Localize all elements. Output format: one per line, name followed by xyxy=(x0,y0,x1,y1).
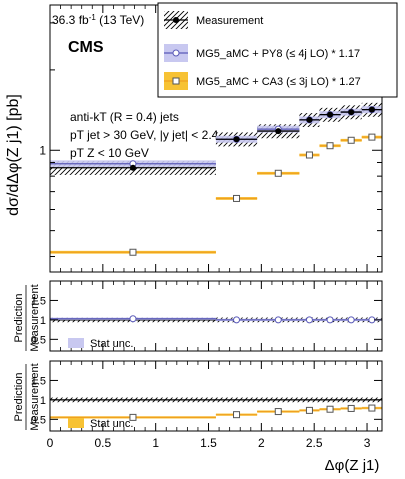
ratio-point xyxy=(233,316,241,324)
legend-entry-measurement: Measurement xyxy=(164,11,263,29)
x-tick-label: 1 xyxy=(152,436,159,450)
x-tick-label: 1.5 xyxy=(200,436,217,450)
ca3-point xyxy=(305,151,313,159)
ratio-1-band-swatch xyxy=(68,338,84,348)
ratio-point xyxy=(129,413,137,421)
measurement-point xyxy=(368,106,375,113)
ratio-y-tick-label: 1 xyxy=(40,395,46,407)
ratio-point xyxy=(305,316,313,324)
legend-frame xyxy=(157,2,398,98)
ratio-2-band-swatch xyxy=(68,418,84,428)
legend-label-measurement: Measurement xyxy=(196,15,263,27)
legend-entry-py8: MG5_aMC + PY8 (≤ 4j LO) * 1.17 xyxy=(164,44,360,62)
experiment-label: CMS xyxy=(68,39,104,56)
selection-line-jet-cuts: pT jet > 30 GeV, |y jet| < 2.4 xyxy=(70,128,219,142)
legend-label-ca3: MG5_aMC + CA3 (≤ 3j LO) * 1.27 xyxy=(196,76,361,88)
x-tick-label: 3 xyxy=(364,436,371,450)
ca3-point xyxy=(233,194,241,202)
measurement-point xyxy=(327,111,334,118)
y-axis-label: dσ/dΔφ(Z j1) [pb] xyxy=(5,94,22,216)
ratio-y-tick-label: 1.5 xyxy=(31,295,46,307)
x-tick-label: 0.5 xyxy=(94,436,111,450)
ratio-1-ylabel-bottom: Measurement xyxy=(29,284,41,351)
ratio-2-ylabel-top: Prediction xyxy=(13,373,25,422)
legend: Measurement MG5_aMC + PY8 (≤ 4j LO) * 1.… xyxy=(157,2,398,98)
ratio-point xyxy=(129,315,137,323)
ratio-y-tick-label: 0.5 xyxy=(31,334,46,346)
lumi-label: 36.3 fb-1 (13 TeV) xyxy=(52,13,144,27)
ratio-point xyxy=(233,411,241,419)
selection-line-z-cut: pT Z < 10 GeV xyxy=(70,146,149,160)
ratio-panel-frame xyxy=(49,280,383,352)
ca3-point xyxy=(274,169,282,177)
ratio-point xyxy=(326,316,334,324)
ratio-2-ylabel-bottom: Measurement xyxy=(29,363,41,430)
legend-py8-marker xyxy=(172,49,180,57)
ca3-point xyxy=(347,136,355,144)
ratio-y-tick-label: 0.5 xyxy=(31,414,46,426)
selection-line-jets: anti-kT (R = 0.4) jets xyxy=(70,110,179,124)
ratio-panel-2-labels: Prediction Measurement Stat unc. xyxy=(13,363,133,430)
ratio-1-band-label: Stat unc. xyxy=(90,338,133,350)
legend-ca3-marker xyxy=(172,77,180,85)
ratio-point xyxy=(326,405,334,413)
ratio-point xyxy=(274,408,282,416)
ratio-point xyxy=(347,316,355,324)
ratio-point xyxy=(368,316,376,324)
measurement-point xyxy=(275,128,282,135)
ratio-point xyxy=(305,406,313,414)
measurement-point xyxy=(348,109,355,116)
ratio-panel-1-labels: Prediction Measurement Stat unc. xyxy=(13,284,133,351)
ca3-point xyxy=(129,248,137,256)
main-y-tick-label: 1 xyxy=(39,143,46,157)
ratio-point xyxy=(347,404,355,412)
ca3-point xyxy=(326,142,334,150)
ratio-y-tick-label: 1 xyxy=(40,315,46,327)
measurement-point xyxy=(233,136,240,143)
measurement-point xyxy=(306,116,313,123)
legend-entry-ca3: MG5_aMC + CA3 (≤ 3j LO) * 1.27 xyxy=(164,72,361,90)
legend-label-py8: MG5_aMC + PY8 (≤ 4j LO) * 1.17 xyxy=(196,48,360,60)
ratio-panel-frame xyxy=(49,360,383,432)
measurement-point xyxy=(129,164,136,171)
ratio-point xyxy=(274,316,282,324)
ratio-2-band-label: Stat unc. xyxy=(90,418,133,430)
x-tick-label: 2 xyxy=(258,436,265,450)
selection-text: anti-kT (R = 0.4) jets pT jet > 30 GeV, … xyxy=(70,110,219,160)
ratio-1-ylabel-top: Prediction xyxy=(13,294,25,343)
ratio-y-tick-label: 1.5 xyxy=(31,375,46,387)
ca3-point xyxy=(368,133,376,141)
x-axis-label: Δφ(Z j1) xyxy=(325,457,380,474)
x-tick-label: 0 xyxy=(47,436,54,450)
ratio-point xyxy=(368,404,376,412)
x-tick-label: 2.5 xyxy=(306,436,323,450)
legend-measurement-marker xyxy=(173,17,179,23)
